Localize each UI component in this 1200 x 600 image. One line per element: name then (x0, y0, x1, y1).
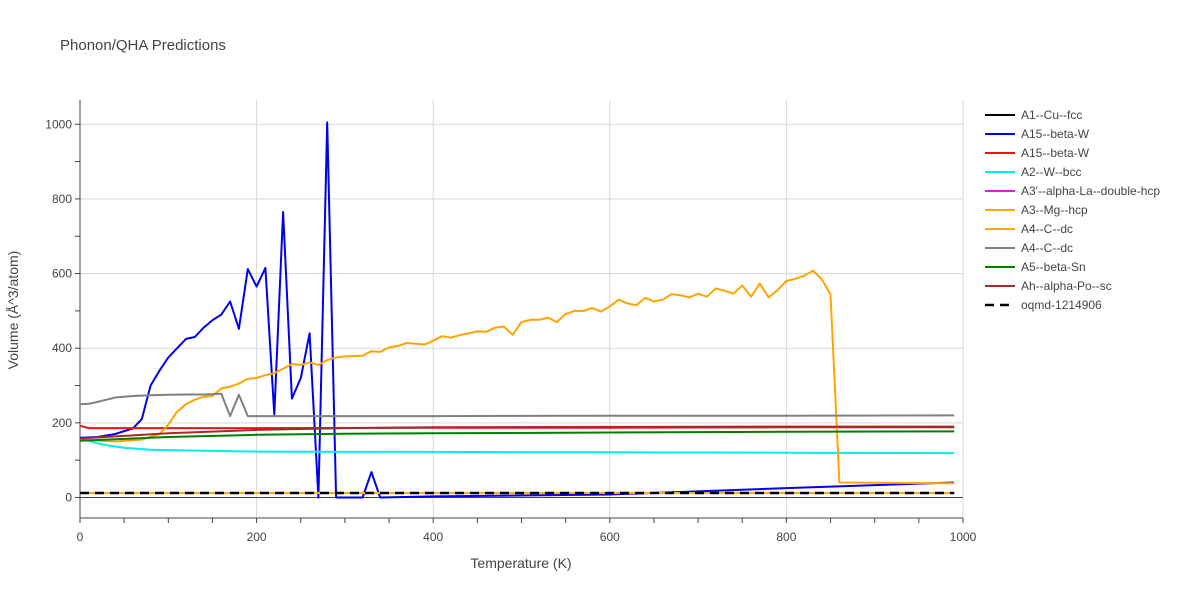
legend-label: A15--beta-W (1021, 146, 1090, 160)
x-axis-title: Temperature (K) (470, 555, 571, 571)
legend-label: Ah--alpha-Po--sc (1021, 279, 1112, 293)
x-tick-label: 0 (77, 530, 84, 544)
legend-item-6[interactable]: A4--C--dc (985, 222, 1073, 236)
legend-item-2[interactable]: A15--beta-W (985, 146, 1090, 160)
legend-item-1[interactable]: A15--beta-W (985, 127, 1090, 141)
y-tick-label: 0 (65, 490, 72, 504)
series-line-1 (79, 121, 955, 499)
legend-label: A4--C--dc (1021, 222, 1073, 236)
legend-item-7[interactable]: A4--C--dc (985, 241, 1073, 255)
x-tick-label: 600 (600, 530, 620, 544)
chart-title: Phonon/QHA Predictions (60, 37, 226, 54)
y-axis-title: Volume (Å^3/atom) (5, 251, 21, 370)
series-layer (79, 121, 955, 499)
legend-label: A3--Mg--hcp (1021, 203, 1088, 217)
legend-label: A2--W--bcc (1021, 165, 1081, 179)
legend-item-8[interactable]: A5--beta-Sn (985, 260, 1086, 274)
legend-label: A15--beta-W (1021, 127, 1090, 141)
y-tick-label: 600 (52, 267, 72, 281)
legend[interactable]: A1--Cu--fcc A15--beta-W A15--beta-W A2--W--… (985, 108, 1160, 312)
series-line-3 (79, 438, 955, 455)
legend-label: A3'--alpha-La--double-hcp (1021, 184, 1160, 198)
legend-item-10[interactable]: oqmd-1214906 (985, 298, 1102, 312)
legend-item-5[interactable]: A3--Mg--hcp (985, 203, 1088, 217)
series-line-8 (79, 430, 955, 442)
x-tick-label: 800 (776, 530, 796, 544)
legend-item-4[interactable]: A3'--alpha-La--double-hcp (985, 184, 1160, 198)
legend-label: A1--Cu--fcc (1021, 108, 1082, 122)
y-tick-label: 800 (52, 192, 72, 206)
series-line-6 (79, 269, 955, 485)
series-line-7 (79, 392, 955, 418)
series-line-9 (79, 425, 955, 440)
legend-item-0[interactable]: A1--Cu--fcc (985, 108, 1082, 122)
legend-label: A5--beta-Sn (1021, 260, 1086, 274)
x-tick-label: 200 (247, 530, 267, 544)
legend-label: A4--C--dc (1021, 241, 1073, 255)
axes-layer: 0 200 400 600 800 1000 0 200 400 600 800 1000 (45, 100, 977, 544)
y-tick-label: 200 (52, 416, 72, 430)
x-tick-label: 1000 (950, 530, 977, 544)
y-tick-label: 400 (52, 341, 72, 355)
y-tick-label: 1000 (45, 117, 72, 131)
legend-item-9[interactable]: Ah--alpha-Po--sc (985, 279, 1112, 293)
legend-label: oqmd-1214906 (1021, 298, 1102, 312)
legend-item-3[interactable]: A2--W--bcc (985, 165, 1081, 179)
x-tick-label: 400 (423, 530, 443, 544)
